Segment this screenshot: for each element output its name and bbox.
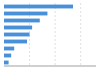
bar — [4, 19, 40, 23]
chart — [0, 0, 100, 71]
bar — [4, 40, 27, 44]
x-axis-line — [4, 66, 96, 67]
bar — [4, 5, 73, 9]
grid-line — [55, 3, 56, 66]
bar — [4, 12, 47, 16]
bar — [4, 26, 32, 30]
bar — [4, 54, 11, 58]
bar — [4, 61, 9, 65]
bars — [4, 5, 73, 65]
grid-line — [80, 3, 81, 66]
bar — [4, 33, 30, 37]
bar — [4, 47, 14, 51]
chart-container — [0, 0, 100, 71]
